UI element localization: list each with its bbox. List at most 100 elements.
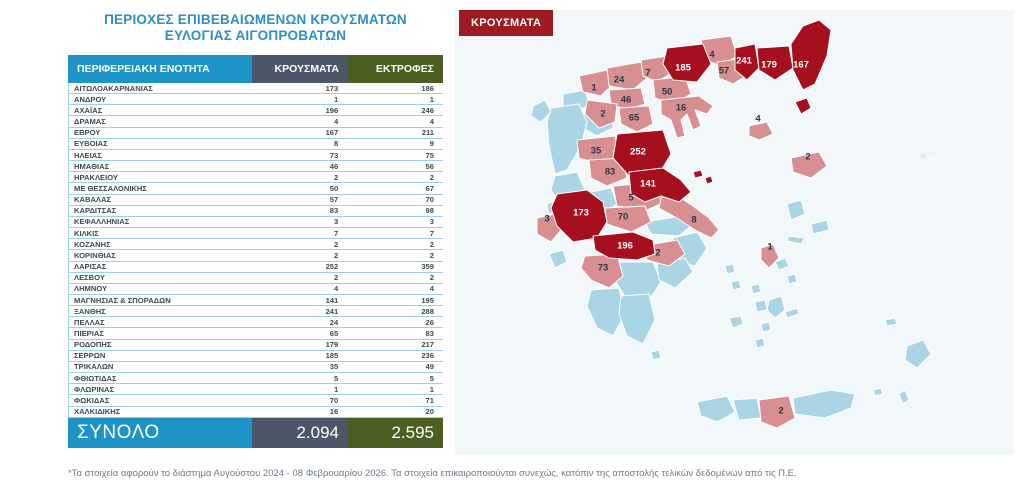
cases-cell: 196 bbox=[325, 105, 339, 115]
cases-cell: 7 bbox=[334, 228, 339, 238]
greece-map bbox=[530, 19, 932, 429]
cases-cell: 1 bbox=[334, 94, 339, 104]
region-name-cell: ΧΑΛΚΙΔΙΚΗΣ bbox=[74, 407, 121, 417]
cases-cell: 73 bbox=[329, 150, 339, 160]
region-name-cell: ΡΟΔΟΠΗΣ bbox=[74, 340, 112, 350]
region-name-cell: ΚΙΛΚΙΣ bbox=[74, 228, 99, 238]
table-row: ΚΙΛΚΙΣ 7 7 bbox=[69, 228, 443, 240]
total-cases-value: 2.094 bbox=[252, 417, 348, 448]
region-name-cell: ΚΟΖΑΝΗΣ bbox=[74, 239, 111, 249]
map-region-fokidas bbox=[604, 205, 652, 233]
column-header-region: ΠΕΡΙΦΕΡΕΙΑΚΗ ΕΝΟΤΗΤΑ bbox=[68, 55, 252, 83]
table-header-row: ΠΕΡΙΦΕΡΕΙΑΚΗ ΕΝΟΤΗΤΑ ΚΡΟΥΣΜΑΤΑ ΕΚΤΡΟΦΕΣ bbox=[68, 55, 443, 83]
cases-cell: 2 bbox=[334, 172, 339, 182]
cases-cell: 16 bbox=[329, 407, 339, 417]
farms-cell: 98 bbox=[425, 206, 434, 216]
region-name-cell: ΛΗΜΝΟΥ bbox=[74, 284, 108, 294]
region-name-cell: ΠΙΕΡΙΑΣ bbox=[74, 329, 104, 339]
table-row: ΑΧΑΪΑΣ 196 246 bbox=[69, 105, 443, 117]
table-row: ΑΙΤΩΛΟΑΚΑΡΝΑΝΙΑΣ 173 186 bbox=[69, 83, 443, 95]
map-panel: 1 24 7 185 4 57 241 179 167 50 46 2 65 16 4 35 252 83 141 2… bbox=[455, 10, 1014, 455]
farms-cell: 186 bbox=[421, 83, 434, 93]
map-region-achaias bbox=[592, 231, 656, 261]
map-region-limnou bbox=[748, 121, 774, 141]
table-row: ΗΜΑΘΙΑΣ 46 56 bbox=[69, 161, 443, 173]
cases-cell: 1 bbox=[334, 384, 339, 394]
table-row: ΔΡΑΜΑΣ 4 4 bbox=[69, 116, 443, 128]
map-region-kythnos bbox=[730, 279, 742, 291]
region-name-cell: ΗΡΑΚΛΕΙΟΥ bbox=[74, 172, 118, 182]
page-title-line1: ΠΕΡΙΟΧΕΣ ΕΠΙΒΕΒΑΙΩΜΕΝΩΝ ΚΡΟΥΣΜΑΤΩΝ bbox=[104, 12, 407, 27]
cases-cell: 5 bbox=[334, 373, 339, 383]
farms-cell: 83 bbox=[425, 329, 434, 339]
table-row: ΡΟΔΟΠΗΣ 179 217 bbox=[69, 340, 443, 351]
map-region-serron bbox=[662, 43, 712, 83]
table-row: ΤΡΙΚΑΛΩΝ 35 49 bbox=[69, 362, 443, 374]
cases-cell: 252 bbox=[325, 262, 339, 272]
column-header-farms: ΕΚΤΡΟΦΕΣ bbox=[348, 55, 443, 83]
cases-cell: 141 bbox=[325, 295, 339, 305]
map-region-kerkyra bbox=[530, 99, 552, 123]
cases-cell: 50 bbox=[329, 183, 339, 193]
region-name-cell: ΦΘΙΩΤΙΔΑΣ bbox=[74, 373, 117, 383]
map-region-rethymno bbox=[732, 397, 762, 421]
cases-cell: 167 bbox=[325, 128, 339, 138]
map-region-evvoias bbox=[658, 193, 720, 239]
table-row: ΣΕΡΡΩΝ 185 236 bbox=[69, 351, 443, 362]
page-title: ΠΕΡΙΟΧΕΣ ΕΠΙΒΕΒΑΙΩΜΕΝΩΝ ΚΡΟΥΣΜΑΤΩΝ ΕΥΛΟΓ… bbox=[68, 12, 443, 44]
cases-cell: 4 bbox=[334, 117, 339, 127]
map-region-samos bbox=[810, 219, 830, 235]
table-row: ΦΩΚΙΔΑΣ 70 71 bbox=[69, 395, 443, 407]
footnote: *Τα στοιχεία αφορούν το διάστημα Αυγούστ… bbox=[68, 468, 797, 479]
table-row: ΑΝΔΡΟΥ 1 1 bbox=[69, 94, 443, 106]
region-name-cell: ΛΑΡΙΣΑΣ bbox=[74, 262, 107, 272]
map-region-chania bbox=[696, 395, 736, 423]
map-region-zakynthos bbox=[548, 249, 568, 269]
farms-cell: 217 bbox=[421, 340, 434, 350]
map-region-samothraki bbox=[794, 97, 812, 115]
map-region-mykonos bbox=[786, 273, 798, 285]
map-region-irakleiou bbox=[758, 395, 796, 429]
map-region-sporades-2 bbox=[704, 175, 714, 185]
farms-cell: 195 bbox=[421, 295, 434, 305]
map-region-rodos bbox=[904, 339, 932, 369]
table-row: ΚΟΖΑΝΗΣ 2 2 bbox=[69, 239, 443, 251]
region-name-cell: ΑΝΔΡΟΥ bbox=[74, 94, 107, 104]
region-name-cell: ΤΡΙΚΑΛΩΝ bbox=[74, 362, 114, 372]
cases-cell: 185 bbox=[325, 351, 339, 361]
farms-cell: 20 bbox=[425, 407, 434, 417]
cases-cell: 179 bbox=[325, 340, 339, 350]
cases-cell: 35 bbox=[329, 362, 339, 372]
table-row: ΕΒΡΟΥ 167 211 bbox=[69, 128, 443, 139]
cases-cell: 2 bbox=[334, 273, 339, 283]
map-region-magnisias bbox=[628, 167, 692, 203]
table-row: ΛΗΜΝΟΥ 4 4 bbox=[69, 284, 443, 295]
map-region-paros bbox=[754, 299, 768, 313]
map-legend-badge: ΚΡΟΥΣΜΑΤΑ bbox=[459, 10, 554, 36]
map-region-androu bbox=[760, 243, 780, 269]
farms-cell: 75 bbox=[425, 150, 434, 160]
summary-panel: ΠΕΡΙΟΧΕΣ ΕΠΙΒΕΒΑΙΩΜΕΝΩΝ ΚΡΟΥΣΜΑΤΩΝ ΕΥΛΟΓ… bbox=[68, 12, 443, 448]
map-region-messinia bbox=[586, 287, 626, 337]
total-label: ΣΥΝΟΛΟ bbox=[68, 417, 252, 448]
table-body: ΑΙΤΩΛΟΑΚΑΡΝΑΝΙΑΣ 173 186 ΑΝΔΡΟΥ 1 1 ΑΧΑΪΑΣ 196 2… bbox=[68, 83, 443, 418]
map-region-evrou bbox=[790, 19, 832, 91]
map-region-kozanis bbox=[584, 99, 618, 129]
cases-cell: 24 bbox=[329, 317, 339, 327]
map-region-chalkidikis bbox=[660, 95, 714, 139]
map-region-pellas bbox=[606, 61, 648, 91]
map-region-syros bbox=[750, 283, 762, 295]
region-name-cell: ΠΕΛΛΑΣ bbox=[74, 317, 105, 327]
farms-cell: 2 bbox=[429, 250, 434, 260]
table-row: ΠΕΛΛΑΣ 24 26 bbox=[69, 317, 443, 329]
table-row: ΧΑΛΚΙΔΙΚΗΣ 16 20 bbox=[69, 407, 443, 418]
map-region-naxos bbox=[766, 295, 786, 319]
map-region-chios bbox=[786, 199, 806, 221]
farms-cell: 1 bbox=[429, 94, 434, 104]
map-region-santorini bbox=[754, 337, 766, 349]
total-row: ΣΥΝΟΛΟ 2.094 2.595 bbox=[68, 417, 443, 448]
cases-cell: 46 bbox=[329, 161, 339, 171]
farms-cell: 71 bbox=[425, 395, 434, 405]
cases-cell: 70 bbox=[329, 395, 339, 405]
